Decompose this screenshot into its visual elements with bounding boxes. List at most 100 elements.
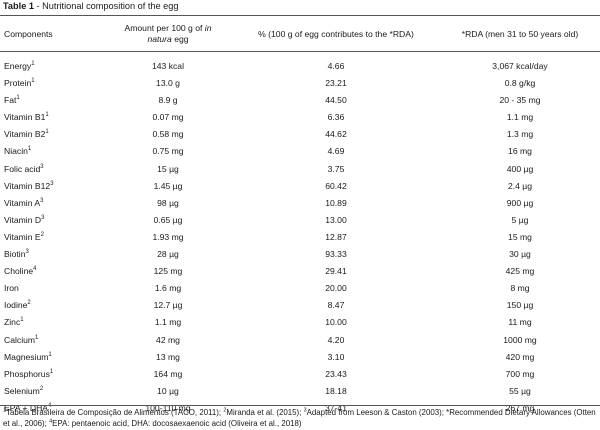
table-caption: Table 1 - Nutritional composition of the… bbox=[3, 1, 179, 11]
table-row: Phosphorus1 164 mg 23.43 700 mg bbox=[0, 366, 600, 383]
row-amount: 13.0 g bbox=[156, 78, 180, 89]
row-amount: 1.6 mg bbox=[154, 283, 182, 294]
row-percent: 44.50 bbox=[325, 95, 347, 106]
row-rda: 15 mg bbox=[508, 231, 532, 242]
row-amount: 164 mg bbox=[153, 368, 183, 379]
row-component: EPA + DHA4 bbox=[4, 402, 52, 413]
row-rda: 700 mg bbox=[505, 368, 535, 379]
row-rda: 267 mg bbox=[505, 402, 535, 413]
table-row: Biotin3 28 µg 93.33 30 µg bbox=[0, 246, 600, 263]
row-rda: 8 mg bbox=[510, 283, 530, 294]
row-percent: 44.62 bbox=[325, 129, 347, 140]
row-rda: 1000 mg bbox=[503, 334, 537, 345]
table-row: Niacin1 0.75 mg 4.69 16 mg bbox=[0, 143, 600, 160]
row-component: Folic acid3 bbox=[4, 163, 44, 174]
row-rda: 5 µg bbox=[511, 214, 529, 225]
bottom-rule bbox=[0, 405, 600, 406]
row-amount: 0.75 mg bbox=[152, 146, 184, 157]
row-amount: 1.93 mg bbox=[152, 231, 184, 242]
row-component: Zinc1 bbox=[4, 317, 24, 328]
row-amount: 8.9 g bbox=[158, 95, 178, 106]
table-row: Vitamin D3 0.65 µg 13.00 5 µg bbox=[0, 212, 600, 229]
header-rule bbox=[0, 51, 600, 52]
row-rda: 425 mg bbox=[505, 266, 535, 277]
row-percent: 10.89 bbox=[325, 197, 347, 208]
row-rda: 3,067 kcal/day bbox=[492, 61, 548, 71]
row-component: Biotin3 bbox=[4, 249, 29, 260]
row-component: Choline4 bbox=[4, 266, 37, 277]
row-percent: 3.75 bbox=[327, 163, 345, 174]
header-rda: *RDA (men 31 to 50 years old) bbox=[461, 28, 579, 39]
row-component: Iodine2 bbox=[4, 300, 31, 311]
table-row: EPA + DHA4 100-110 mg 37-41 267 mg bbox=[0, 400, 600, 417]
row-percent: 20.00 bbox=[325, 283, 347, 294]
row-component: Vitamin D3 bbox=[4, 214, 45, 225]
row-amount: 10 µg bbox=[157, 385, 179, 396]
row-percent: 29.41 bbox=[325, 266, 347, 277]
row-amount: 1.45 µg bbox=[153, 180, 183, 191]
table-row: Magnesium1 13 mg 3.10 420 mg bbox=[0, 349, 600, 366]
table-row: Protein1 13.0 g 23.21 0.8 g/kg bbox=[0, 75, 600, 92]
table-row: Vitamin B123 1.45 µg 60.42 2.4 µg bbox=[0, 178, 600, 195]
row-amount: 125 mg bbox=[153, 266, 183, 277]
table-row: Zinc1 1.1 mg 10.00 11 mg bbox=[0, 314, 600, 331]
row-rda: 420 mg bbox=[505, 351, 535, 362]
row-component: Protein1 bbox=[4, 78, 35, 89]
row-percent: 13.00 bbox=[325, 214, 347, 225]
row-rda: 0.8 g/kg bbox=[504, 78, 536, 89]
row-amount: 13 mg bbox=[156, 351, 180, 362]
row-percent: 60.42 bbox=[325, 180, 347, 191]
table-row: Vitamin B21 0.58 mg 44.62 1.3 mg bbox=[0, 126, 600, 143]
header-amount: Amount per 100 g of in natura egg bbox=[124, 23, 212, 44]
row-rda: 30 µg bbox=[509, 249, 531, 260]
row-rda: 20 - 35 mg bbox=[499, 95, 541, 106]
header-components: Components bbox=[4, 28, 53, 39]
table-row: Vitamin B11 0.07 mg 6.36 1.1 mg bbox=[0, 109, 600, 126]
row-component: Vitamin A3 bbox=[4, 197, 44, 208]
table-body: Energy1 143 kcal 4.66 3,067 kcal/day Protein… bbox=[0, 58, 600, 417]
table-label: Table 1 bbox=[3, 1, 34, 11]
row-amount: 15 µg bbox=[157, 163, 179, 174]
row-percent: 93.33 bbox=[325, 249, 347, 260]
row-amount: 0.65 µg bbox=[153, 214, 183, 225]
row-percent: 4.69 bbox=[327, 146, 345, 157]
row-component: Vitamin B123 bbox=[4, 180, 54, 191]
table-row: Folic acid3 15 µg 3.75 400 µg bbox=[0, 161, 600, 178]
row-percent: 18.18 bbox=[325, 385, 347, 396]
table-row: Selenium2 10 µg 18.18 55 µg bbox=[0, 383, 600, 400]
row-rda: 150 µg bbox=[506, 300, 534, 311]
row-percent: 12.87 bbox=[325, 231, 347, 242]
row-component: Iron bbox=[4, 283, 19, 294]
top-rule bbox=[0, 15, 600, 16]
row-percent: 8.47 bbox=[327, 300, 345, 311]
table-row: Iodine2 12.7 µg 8.47 150 µg bbox=[0, 297, 600, 314]
table-row: Vitamin E2 1.93 mg 12.87 15 mg bbox=[0, 229, 600, 246]
row-component: Selenium2 bbox=[4, 385, 44, 396]
row-amount: 0.58 mg bbox=[152, 129, 184, 140]
row-percent: 10.00 bbox=[325, 317, 347, 328]
row-component: Vitamin E2 bbox=[4, 231, 44, 242]
row-amount: 12.7 µg bbox=[153, 300, 183, 311]
row-component: Vitamin B21 bbox=[4, 129, 49, 140]
row-percent: 6.36 bbox=[327, 112, 345, 123]
table-row: Energy1 143 kcal 4.66 3,067 kcal/day bbox=[0, 58, 600, 75]
row-percent: 4.20 bbox=[327, 334, 345, 345]
row-percent: 23.43 bbox=[325, 368, 347, 379]
row-percent: 4.66 bbox=[327, 61, 345, 71]
row-percent: 3.10 bbox=[327, 351, 345, 362]
header-percent: % (100 g of egg contributes to the *RDA) bbox=[258, 28, 414, 39]
table-title: - Nutritional composition of the egg bbox=[33, 1, 179, 11]
row-amount: 28 µg bbox=[157, 249, 179, 260]
row-rda: 11 mg bbox=[508, 317, 532, 328]
row-percent: 23.21 bbox=[325, 78, 347, 89]
footnote: 1Tabela Brasileira de Composição de Alim… bbox=[3, 407, 596, 428]
row-rda: 400 µg bbox=[506, 163, 534, 174]
table-row: Choline4 125 mg 29.41 425 mg bbox=[0, 263, 600, 280]
row-component: Fat1 bbox=[4, 95, 20, 106]
table-row: Vitamin A3 98 µg 10.89 900 µg bbox=[0, 195, 600, 212]
table-row: Fat1 8.9 g 44.50 20 - 35 mg bbox=[0, 92, 600, 109]
row-component: Phosphorus1 bbox=[4, 368, 54, 379]
row-component: Calcium1 bbox=[4, 334, 39, 345]
row-amount: 42 mg bbox=[156, 334, 180, 345]
row-rda: 1.3 mg bbox=[506, 129, 534, 140]
